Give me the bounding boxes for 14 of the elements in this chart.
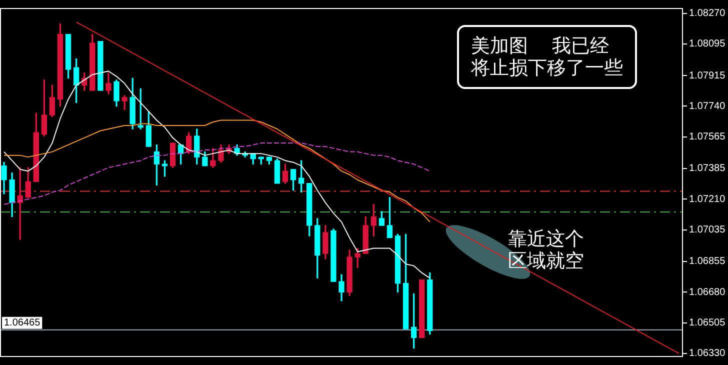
y-tick-label: 1.07565: [689, 132, 726, 143]
y-tick-label: 1.08095: [689, 38, 726, 50]
y-tick-label: 1.08270: [689, 8, 726, 20]
annotation: 美加图 我已经将止损下移了一些: [457, 25, 637, 89]
y-tick-label: 1.07385: [689, 163, 726, 174]
y-tick-label: 1.07915: [689, 70, 726, 82]
ref-line-label: 1.06465: [4, 318, 41, 329]
y-tick-label: 1.06855: [689, 256, 726, 268]
y-tick-label: 1.07740: [689, 100, 726, 112]
y-tick-label: 1.06330: [689, 348, 726, 360]
y-tick-label: 1.06680: [689, 286, 726, 298]
y-tick-label: 1.07210: [689, 194, 726, 205]
y-tick-label: 1.06505: [689, 318, 726, 329]
y-tick-label: 1.07035: [689, 224, 726, 236]
